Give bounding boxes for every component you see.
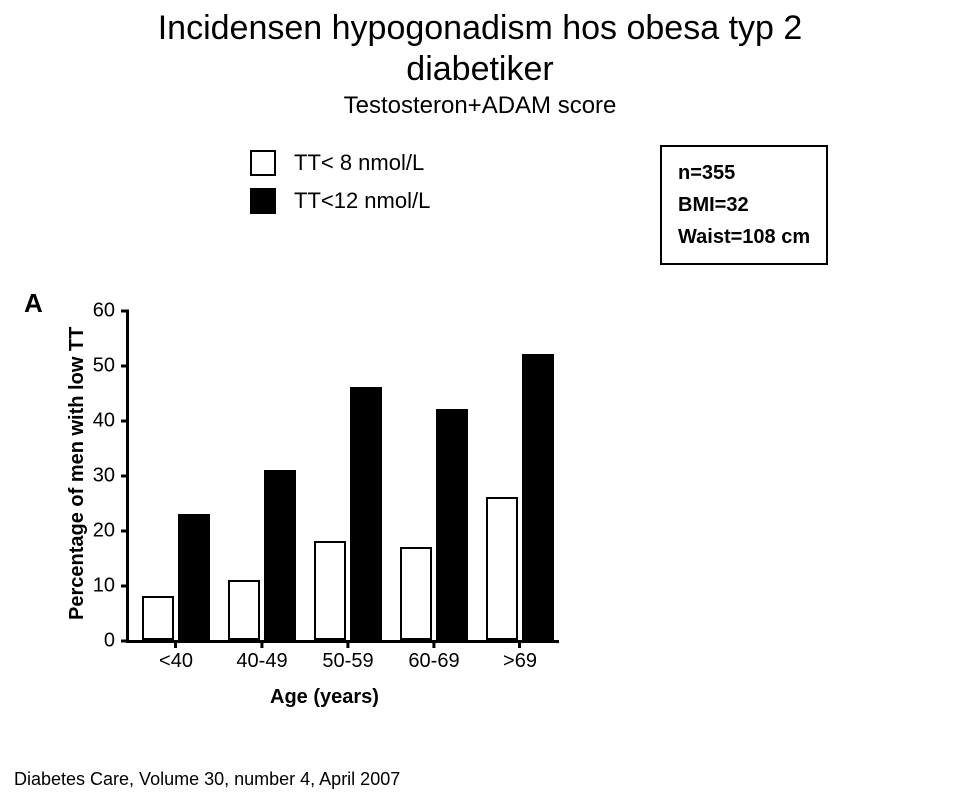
y-tick: 20 [93,520,129,543]
bar [486,497,518,640]
title-line-2: diabetiker [0,49,960,90]
y-tick-mark [121,530,129,533]
x-tick-label: 60-69 [408,650,459,673]
legend-swatch-0 [250,150,276,176]
x-tick-label: 40-49 [236,650,287,673]
y-tick-label: 10 [93,575,121,598]
x-tick: 40-49 [236,640,287,673]
y-tick: 40 [93,410,129,433]
y-tick-label: 50 [93,355,121,378]
y-tick: 0 [104,630,129,653]
info-line-2: Waist=108 cm [678,221,810,253]
bar [522,354,554,640]
x-tick-mark [519,640,522,648]
legend-swatch-1 [250,188,276,214]
bar [178,514,210,641]
y-tick-mark [121,365,129,368]
bar [436,409,468,640]
bar-group [486,354,554,640]
legend-item-0: TT< 8 nmol/L [250,150,430,176]
bar [264,470,296,641]
title-line-1: Incidensen hypogonadism hos obesa typ 2 [0,8,960,49]
bar-chart: Percentage of men with low TT 0102030405… [70,310,590,730]
legend: TT< 8 nmol/L TT<12 nmol/L [250,150,430,226]
x-tick-mark [261,640,264,648]
y-tick-mark [121,585,129,588]
info-line-1: BMI=32 [678,189,810,221]
bar [142,596,174,640]
y-tick-mark [121,475,129,478]
legend-item-1: TT<12 nmol/L [250,188,430,214]
bar-group [142,514,210,641]
y-tick-label: 20 [93,520,121,543]
bar-group [400,409,468,640]
y-tick: 50 [93,355,129,378]
y-tick-label: 30 [93,465,121,488]
x-tick: >69 [503,640,537,673]
title-block: Incidensen hypogonadism hos obesa typ 2 … [0,8,960,120]
y-axis-title: Percentage of men with low TT [66,327,89,620]
y-tick-label: 0 [104,630,121,653]
y-tick-mark [121,420,129,423]
citation: Diabetes Care, Volume 30, number 4, Apri… [14,769,400,790]
legend-label-0: TT< 8 nmol/L [294,150,424,176]
plot-area: 0102030405060<4040-4950-5960-69>69 [126,310,559,643]
y-tick-mark [121,640,129,643]
info-box: n=355 BMI=32 Waist=108 cm [660,145,828,265]
x-tick-label: 50-59 [322,650,373,673]
subtitle: Testosteron+ADAM score [0,92,960,120]
y-tick: 10 [93,575,129,598]
y-tick-label: 60 [93,300,121,323]
y-tick-label: 40 [93,410,121,433]
panel-letter: A [24,288,43,319]
info-line-0: n=355 [678,157,810,189]
x-tick: 60-69 [408,640,459,673]
bar [228,580,260,641]
bar [400,547,432,641]
bar [314,541,346,640]
legend-label-1: TT<12 nmol/L [294,188,430,214]
x-tick-mark [347,640,350,648]
bar [350,387,382,640]
x-tick: <40 [159,640,193,673]
x-tick-mark [175,640,178,648]
bar-group [228,470,296,641]
x-axis-title: Age (years) [270,686,379,709]
x-tick-label: >69 [503,650,537,673]
x-tick: 50-59 [322,640,373,673]
y-tick: 30 [93,465,129,488]
x-tick-mark [433,640,436,648]
bar-group [314,387,382,640]
x-tick-label: <40 [159,650,193,673]
y-tick: 60 [93,300,129,323]
y-tick-mark [121,310,129,313]
